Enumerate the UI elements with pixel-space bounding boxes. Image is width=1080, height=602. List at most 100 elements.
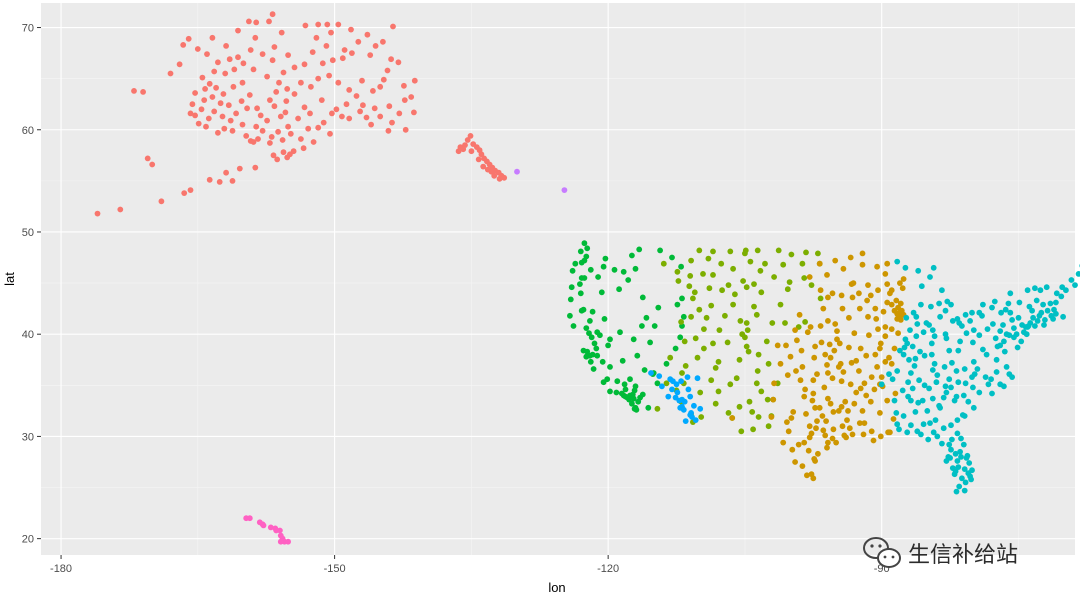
data-point <box>992 335 999 342</box>
wechat-icon <box>863 537 901 568</box>
data-point <box>1027 320 1034 326</box>
data-point <box>844 417 850 423</box>
data-point <box>903 314 910 321</box>
data-point <box>946 441 953 448</box>
data-point <box>235 27 241 34</box>
data-point <box>891 307 898 314</box>
data-point <box>213 84 220 91</box>
data-point <box>863 352 870 359</box>
data-point <box>1029 307 1035 314</box>
data-point <box>572 260 579 267</box>
data-point <box>401 82 407 89</box>
data-point <box>790 409 797 415</box>
data-point <box>257 112 264 119</box>
data-point <box>958 435 964 442</box>
data-point <box>934 433 941 440</box>
data-point <box>247 47 254 53</box>
data-point <box>396 110 403 117</box>
x-tick-label: -120 <box>597 563 619 575</box>
data-point <box>829 290 836 297</box>
data-point <box>962 311 969 318</box>
data-point <box>238 98 245 104</box>
data-point <box>1040 301 1046 308</box>
data-point <box>783 342 789 349</box>
data-point <box>865 282 871 288</box>
data-point <box>589 351 596 358</box>
data-point <box>235 54 241 61</box>
data-point <box>285 123 291 130</box>
data-point <box>765 360 772 367</box>
data-point <box>794 337 800 344</box>
data-point <box>367 52 374 58</box>
data-point <box>187 187 194 194</box>
data-point <box>222 70 229 77</box>
data-point <box>229 178 236 184</box>
data-point <box>777 360 784 367</box>
data-point <box>590 366 597 372</box>
data-point <box>598 289 605 296</box>
data-point <box>884 397 891 404</box>
data-point <box>878 374 885 380</box>
data-point <box>319 60 326 67</box>
data-point <box>94 210 101 217</box>
data-point <box>679 295 685 302</box>
data-point <box>957 338 963 345</box>
data-point <box>587 358 594 365</box>
data-point <box>961 487 968 494</box>
data-point <box>464 137 471 143</box>
data-point <box>236 165 243 172</box>
data-point <box>751 281 757 287</box>
data-point <box>843 434 849 441</box>
data-point <box>956 483 963 490</box>
data-point <box>187 110 194 117</box>
data-point <box>227 117 234 124</box>
data-point <box>839 305 846 312</box>
data-point <box>206 80 213 87</box>
data-point <box>806 423 813 430</box>
data-point <box>740 278 746 284</box>
data-point <box>897 280 903 286</box>
data-point <box>233 110 240 117</box>
data-point <box>621 381 628 388</box>
data-point <box>801 439 808 446</box>
data-point <box>602 255 609 262</box>
data-point <box>298 136 304 142</box>
data-point <box>806 274 813 280</box>
data-point <box>254 105 260 112</box>
data-point <box>948 384 954 391</box>
data-point <box>269 57 276 64</box>
data-point <box>789 446 796 453</box>
data-point <box>223 169 230 176</box>
data-point <box>710 248 716 255</box>
data-point <box>847 254 854 261</box>
x-axis-title: lon <box>548 580 565 595</box>
data-point <box>643 314 650 321</box>
data-point <box>273 89 280 95</box>
data-point <box>984 326 991 332</box>
data-point <box>863 392 870 399</box>
data-point <box>252 34 259 41</box>
data-point <box>215 59 221 66</box>
data-point <box>1033 297 1040 304</box>
data-point <box>634 352 641 359</box>
data-point <box>243 133 250 139</box>
data-point <box>682 418 689 424</box>
data-point <box>815 450 821 457</box>
data-point <box>830 409 837 415</box>
data-point <box>908 422 914 429</box>
data-point <box>874 263 880 270</box>
data-point <box>774 342 781 349</box>
data-point <box>1001 338 1007 345</box>
data-point <box>994 343 1001 350</box>
data-point <box>969 374 975 380</box>
data-point <box>280 149 287 156</box>
data-point <box>629 252 635 259</box>
data-point <box>910 309 917 316</box>
data-point <box>264 117 270 124</box>
data-point <box>850 280 857 286</box>
data-point <box>965 470 972 477</box>
watermark-text: 生信补给站 <box>908 543 1018 568</box>
data-point <box>216 179 223 185</box>
data-point <box>684 374 691 380</box>
data-point <box>861 380 868 387</box>
